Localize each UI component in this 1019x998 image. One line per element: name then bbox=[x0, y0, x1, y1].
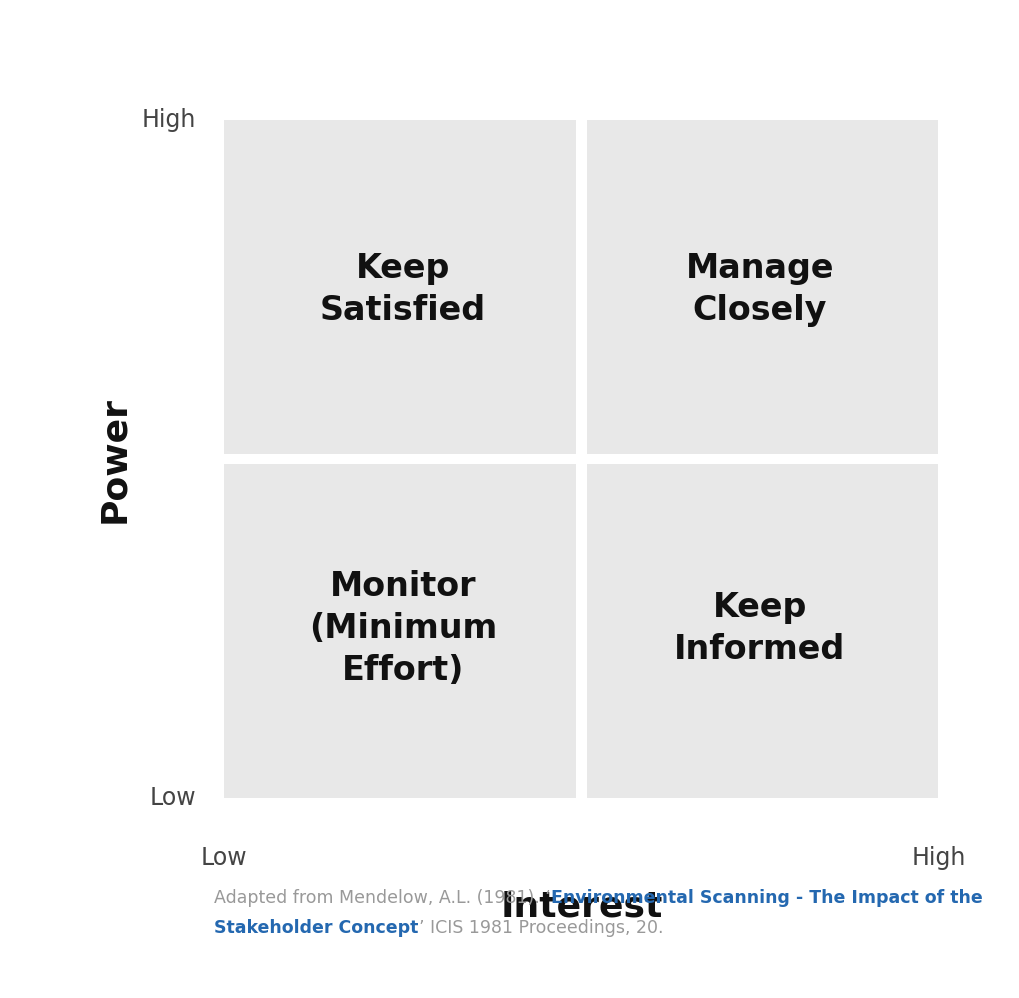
Text: Adapted from Mendelow, A.L. (1981). ‘: Adapted from Mendelow, A.L. (1981). ‘ bbox=[214, 889, 550, 907]
Text: Low: Low bbox=[201, 846, 248, 870]
Bar bbox=[586, 120, 937, 454]
Text: Interest: Interest bbox=[499, 890, 662, 924]
Text: High: High bbox=[910, 846, 965, 870]
Bar bbox=[224, 464, 576, 798]
Text: Keep
Satisfied: Keep Satisfied bbox=[320, 251, 485, 327]
Text: Keep
Informed: Keep Informed bbox=[674, 591, 845, 667]
Text: Monitor
(Minimum
Effort): Monitor (Minimum Effort) bbox=[309, 570, 496, 688]
Bar bbox=[224, 120, 576, 454]
Bar bbox=[586, 464, 937, 798]
Text: ’ ICIS 1981 Proceedings, 20.: ’ ICIS 1981 Proceedings, 20. bbox=[418, 919, 662, 937]
Text: Manage
Closely: Manage Closely bbox=[685, 251, 834, 327]
Text: High: High bbox=[142, 108, 196, 132]
Text: Power: Power bbox=[97, 395, 130, 523]
Text: Low: Low bbox=[149, 786, 196, 810]
Text: Stakeholder Concept: Stakeholder Concept bbox=[214, 919, 418, 937]
Text: Environmental Scanning - The Impact of the: Environmental Scanning - The Impact of t… bbox=[550, 889, 981, 907]
